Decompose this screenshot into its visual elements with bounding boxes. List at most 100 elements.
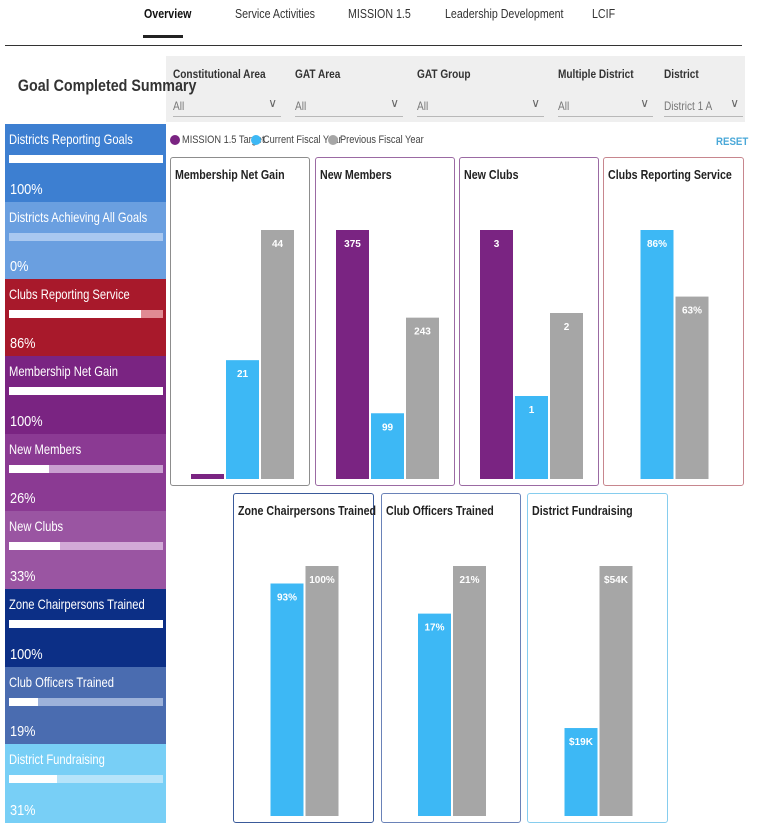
chart-club-officers-trained[interactable]: Club Officers Trained 17% 21% [381,493,521,823]
tile-value: 0% [10,258,29,275]
chart-membership-net-gain[interactable]: Membership Net Gain 21 44 [170,157,310,486]
filter-label: Constitutional Area [173,67,266,81]
gat-area-dropdown[interactable]: All ∨ [295,93,403,117]
filter-label: Multiple District [558,67,634,81]
chart-district-fundraising[interactable]: District Fundraising $19K $54K [527,493,668,823]
tab-service-activities[interactable]: Service Activities [235,6,315,21]
legend-item-target[interactable]: MISSION 1.5 Target [170,134,280,146]
tab-overview[interactable]: Overview [144,6,192,21]
data-label-current-fiscal-year: 86% [647,239,667,250]
filter-district: District District 1 A ∨ [657,56,745,122]
legend-label: Previous Fiscal Year [340,134,424,146]
bar-previous-fiscal-year[interactable] [453,566,486,816]
tile-progress-track [9,542,163,550]
tile-progress-track [9,775,163,783]
tile-new-clubs[interactable]: New Clubs 33% [5,511,166,589]
summary-title: Goal Completed Summary [17,76,197,95]
tile-progress-fill [9,465,50,473]
legend-label: Current Fiscal Year [263,134,342,146]
gat-group-dropdown[interactable]: All ∨ [417,93,544,117]
legend-item-previous[interactable]: Previous Fiscal Year [328,134,440,146]
bar-current-fiscal-year[interactable] [371,413,404,479]
tile-district-fundraising[interactable]: District Fundraising 31% [5,744,166,823]
bar-current-fiscal-year[interactable] [418,613,451,816]
tile-label: Zone Chairpersons Trained [9,596,145,612]
top-navigation: Overview Service Activities MISSION 1.5 … [0,0,765,46]
bar-mission-1-5-target[interactable] [480,230,513,479]
chart-clubs-reporting-service[interactable]: Clubs Reporting Service 86% 63% [603,157,744,486]
tile-zone-chairpersons-trained[interactable]: Zone Chairpersons Trained 100% [5,589,166,667]
data-label-current-fiscal-year: 93% [277,593,297,604]
tab-leadership-development[interactable]: Leadership Development [445,6,564,21]
bar-current-fiscal-year[interactable] [270,583,304,817]
tab-mission-1-5[interactable]: MISSION 1.5 [348,6,411,21]
bar-previous-fiscal-year[interactable] [261,230,294,479]
bar-current-fiscal-year[interactable] [564,728,598,816]
data-label-current-fiscal-year: 1 [529,405,535,416]
tile-progress-fill [9,155,163,163]
tile-progress-fill [9,698,39,706]
tile-districts-achieving-all-goals[interactable]: Districts Achieving All Goals 0% [5,202,166,279]
tile-progress-track [9,310,163,318]
reset-button[interactable]: RESET [716,136,749,148]
bar-current-fiscal-year[interactable] [640,230,674,479]
legend-dot-icon [170,135,180,145]
filter-gat-group: GAT Group All ∨ [410,56,551,122]
data-label-current-fiscal-year: 99 [382,422,394,433]
chart-title: Clubs Reporting Service [608,167,732,182]
bar-previous-fiscal-year[interactable] [550,313,583,479]
tile-value: 19% [10,723,36,740]
tile-label: Clubs Reporting Service [9,286,130,302]
chevron-down-icon: ∨ [390,96,399,110]
constitutional-area-dropdown[interactable]: All ∨ [173,93,281,117]
chart-title: Membership Net Gain [175,167,285,182]
bar-current-fiscal-year[interactable] [226,360,259,479]
bar-previous-fiscal-year[interactable] [675,296,709,479]
chart-new-members[interactable]: New Members 375 99 243 [315,157,455,486]
tile-value: 31% [10,802,36,819]
tile-club-officers-trained[interactable]: Club Officers Trained 19% [5,667,166,744]
tile-districts-reporting-goals[interactable]: Districts Reporting Goals 100% [5,124,166,202]
bar-current-fiscal-year[interactable] [515,396,548,479]
chart-bars: 17% 21% [418,566,486,816]
tile-membership-net-gain[interactable]: Membership Net Gain 100% [5,356,166,434]
data-label-previous-fiscal-year: 21% [459,575,479,586]
tile-value: 100% [10,413,43,430]
data-label-previous-fiscal-year: 2 [564,322,570,333]
bar-previous-fiscal-year[interactable] [406,317,439,479]
tab-lcif[interactable]: LCIF [592,6,616,21]
chart-title: Club Officers Trained [386,503,494,518]
legend-dot-icon [251,135,261,145]
chart-bars: 21 44 [191,230,294,479]
bar-mission-1-5-target[interactable] [336,230,369,479]
data-label-previous-fiscal-year: 243 [414,327,431,338]
tile-progress-track [9,233,163,241]
bar-previous-fiscal-year[interactable] [305,566,339,816]
filter-constitutional-area: Constitutional Area All ∨ [166,56,288,122]
data-label-previous-fiscal-year: 63% [682,306,702,317]
tile-clubs-reporting-service[interactable]: Clubs Reporting Service 86% [5,279,166,356]
bar-mission-1-5-target[interactable] [191,474,224,479]
filter-value: All [417,99,429,113]
active-tab-indicator [143,35,183,38]
chart-title: District Fundraising [532,503,633,518]
tile-new-members[interactable]: New Members 26% [5,434,166,511]
district-dropdown[interactable]: District 1 A ∨ [664,93,743,117]
data-label-mission-1-5-target: 3 [494,239,500,250]
chart-title: Zone Chairpersons Trained [238,503,377,518]
data-label-current-fiscal-year: 21 [237,369,249,380]
chart-zone-chairpersons-trained[interactable]: Zone Chairpersons Trained 93% 100% [233,493,377,823]
chart-bars: $19K $54K [564,566,633,816]
tile-progress-track [9,620,163,628]
filter-label: GAT Group [417,67,471,81]
filter-value: District 1 A [664,99,713,113]
tile-progress-track [9,465,163,473]
legend-item-current[interactable]: Current Fiscal Year [251,134,357,146]
tile-progress-track [9,698,163,706]
filter-label: GAT Area [295,67,341,81]
data-label-previous-fiscal-year: $54K [604,575,629,586]
bar-previous-fiscal-year[interactable] [599,566,633,816]
chart-new-clubs[interactable]: New Clubs 3 1 2 [459,157,599,486]
tile-label: Membership Net Gain [9,363,118,379]
multiple-district-dropdown[interactable]: All ∨ [558,93,653,117]
